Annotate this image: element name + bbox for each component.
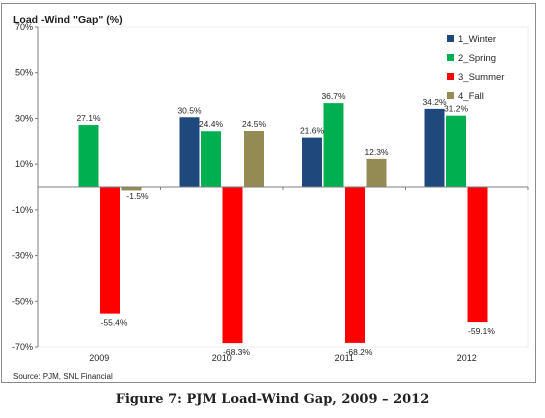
data-label: 12.3%: [364, 147, 389, 157]
bar: [222, 187, 243, 344]
bar: [78, 125, 99, 187]
data-label: 31.2%: [444, 104, 469, 114]
data-label: -59.1%: [468, 326, 495, 336]
x-axis: 2009 2010 2011 2012: [37, 186, 529, 363]
legend-label: 4_Fall: [458, 91, 484, 102]
data-label: 21.6%: [300, 126, 325, 136]
y-tick-label: -10%: [12, 205, 33, 215]
bar: [100, 187, 120, 314]
bar: [201, 131, 221, 187]
data-label: -55.4%: [101, 318, 128, 328]
data-labels-group: 27.1% -55.4% -1.5% 30.5% 24.4% -68.3% 24.5% 21.…: [76, 91, 495, 357]
y-tick-label: -70%: [12, 342, 33, 352]
legend-label: 3_Summer: [458, 72, 504, 83]
legend-swatch: [447, 35, 454, 42]
x-tick-label: 2009: [89, 353, 109, 363]
data-label: -68.2%: [346, 347, 373, 357]
legend-swatch: [447, 73, 454, 80]
data-label: 24.5%: [242, 119, 267, 129]
bar: [302, 137, 322, 187]
chart-frame: Load -Wind "Gap" (%) 70% 50% 30% 10% -10% -30…: [1, 3, 536, 383]
y-axis: 70% 50% 30% 10% -10% -30% -50% -70%: [12, 22, 39, 352]
legend-label: 1_Winter: [458, 34, 496, 45]
bar: [446, 115, 466, 187]
source-note: Source: PJM, SNL Financial: [13, 372, 113, 381]
x-tick-label: 2012: [457, 353, 477, 363]
data-label: 36.7%: [321, 91, 346, 101]
data-label: 34.2%: [422, 97, 447, 107]
data-label: 30.5%: [177, 105, 202, 115]
data-label: 24.4%: [199, 119, 224, 129]
legend-swatch: [447, 92, 454, 99]
bar: [345, 187, 365, 343]
y-tick-label: 30%: [15, 113, 33, 123]
bar: [244, 131, 264, 187]
bar: [424, 108, 445, 187]
y-tick-label: 70%: [15, 22, 33, 32]
figure-caption: Figure 7: PJM Load-Wind Gap, 2009 – 2012: [115, 392, 430, 407]
bar: [467, 187, 488, 323]
legend-label: 2_Spring: [458, 53, 496, 64]
bar: [121, 187, 142, 191]
y-tick-label: -30%: [12, 251, 33, 261]
bars-group: [78, 103, 488, 344]
bar: [323, 103, 344, 187]
x-tick-label: 2010: [212, 353, 232, 363]
bar: [366, 158, 387, 187]
y-tick-label: 10%: [15, 159, 33, 169]
data-label: -68.3%: [223, 347, 250, 357]
bar-chart: Load -Wind "Gap" (%) 70% 50% 30% 10% -10% -30…: [12, 14, 529, 381]
data-label: -1.5%: [126, 191, 149, 201]
bar: [179, 117, 200, 187]
y-tick-label: -50%: [12, 296, 33, 306]
legend-swatch: [447, 54, 454, 61]
chart-title: Load -Wind "Gap" (%): [13, 14, 123, 26]
data-label: 27.1%: [76, 113, 101, 123]
x-tick-label: 2011: [335, 353, 354, 363]
y-tick-label: 50%: [15, 68, 33, 78]
legend: 1_Winter 2_Spring 3_Summer 4_Fall: [447, 34, 504, 102]
